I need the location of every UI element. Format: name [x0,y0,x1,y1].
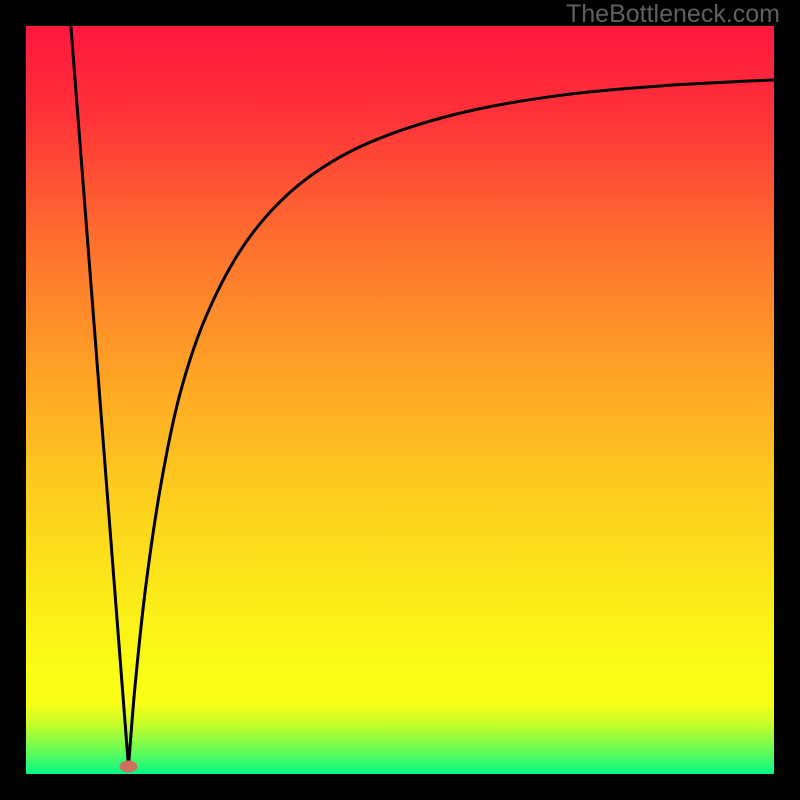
watermark-text: TheBottleneck.com [566,0,780,29]
plot-area [26,26,774,774]
chart-container: TheBottleneck.com [0,0,800,800]
minimum-marker [119,761,137,773]
marker-layer [26,26,774,774]
